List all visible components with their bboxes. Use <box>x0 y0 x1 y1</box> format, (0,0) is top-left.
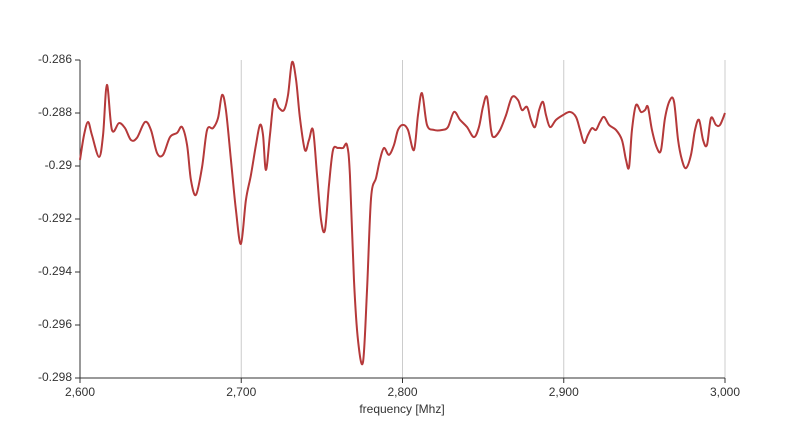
x-axis-label: frequency [Mhz] <box>359 402 444 416</box>
x-tick-label: 3,000 <box>710 385 740 399</box>
y-tick-label: -0.29 <box>45 158 73 172</box>
x-tick-label: 2,900 <box>549 385 579 399</box>
x-tick-label: 2,600 <box>65 385 95 399</box>
y-tick-label: -0.292 <box>38 211 72 225</box>
y-tick-label: -0.286 <box>38 52 72 66</box>
line-series <box>79 60 726 366</box>
y-tick-label: -0.298 <box>38 370 72 384</box>
y-tick-label: -0.296 <box>38 317 72 331</box>
y-tick-label: -0.288 <box>38 105 72 119</box>
x-tick-label: 2,700 <box>226 385 256 399</box>
x-tick-label: 2,800 <box>387 385 417 399</box>
y-tick-label: -0.294 <box>38 264 72 278</box>
